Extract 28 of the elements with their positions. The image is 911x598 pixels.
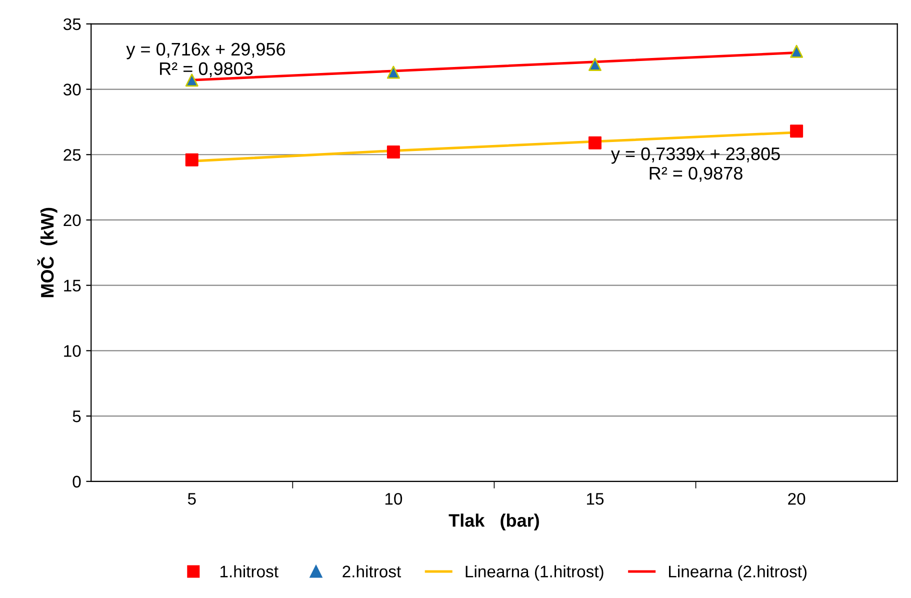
y-tick-label: 35 — [63, 18, 81, 30]
point — [386, 146, 400, 159]
x-tick-label: 20 — [788, 492, 806, 505]
x-tick-label: 15 — [587, 493, 604, 505]
legend-label: 1.hitrost — [220, 565, 278, 578]
point — [185, 153, 198, 166]
y-axis-title: MOČ (kW) — [37, 208, 58, 298]
point — [386, 66, 400, 79]
y-tick-label: 25 — [64, 149, 81, 161]
x-tick-label: 10 — [385, 492, 402, 505]
legend-label: 2.hitrost — [342, 565, 402, 578]
y-tick-label: 0 — [72, 476, 81, 488]
point — [588, 136, 602, 150]
y-tick-label: 5 — [72, 410, 81, 422]
annotation: y = 0,7339x + 23,805 R² = 0,9878 — [610, 147, 780, 182]
x-axis-title: Tlak (bar) — [448, 514, 539, 530]
y-tick-label: 15 — [64, 280, 81, 292]
point — [185, 74, 198, 87]
legend-label: Linearna (1.hitrost) — [466, 565, 604, 581]
y-tick-label: 10 — [64, 345, 81, 357]
x-tick-label: 5 — [188, 493, 196, 505]
point — [588, 58, 602, 71]
y-tick-label: 20 — [64, 214, 81, 226]
point — [790, 44, 804, 58]
annotation: y = 0,716x + 29,956 R² = 0,9803 — [126, 42, 286, 78]
point — [790, 124, 804, 138]
legend-label: Linearna (2.hitrost) — [669, 565, 807, 581]
y-tick-label: 30 — [63, 84, 81, 96]
